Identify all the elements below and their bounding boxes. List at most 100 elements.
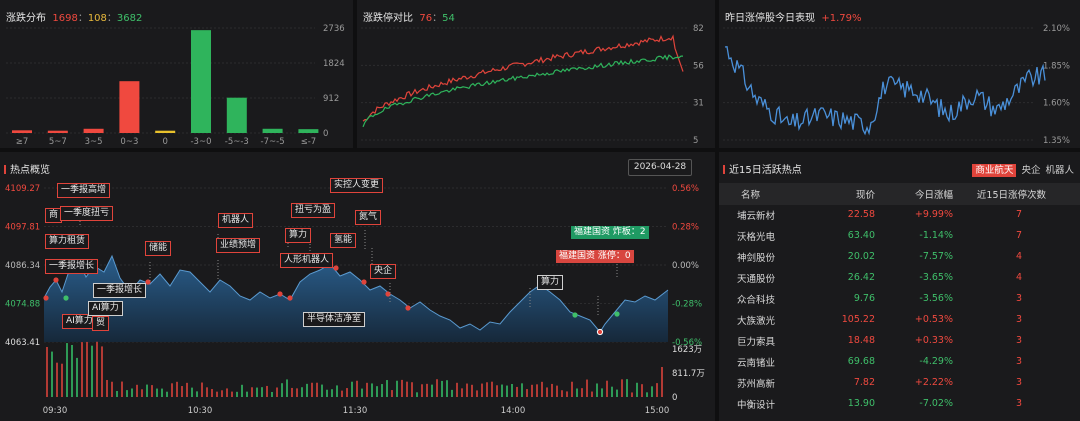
table-row[interactable]: 众合科技 9.76 -3.56% 3 bbox=[719, 288, 1080, 309]
hotspot-tag[interactable]: 一季报增长 bbox=[93, 283, 147, 298]
limit-down-series bbox=[362, 54, 683, 128]
volume-bar bbox=[536, 384, 538, 397]
volume-bar bbox=[601, 388, 603, 397]
hotspot-tag[interactable]: 氮气 bbox=[355, 210, 382, 225]
hotspot-tag[interactable]: 储能 bbox=[145, 241, 172, 256]
y-tick-right: 0.00% bbox=[672, 261, 699, 271]
table-row[interactable]: 苏州高新 7.82 +2.22% 3 bbox=[719, 372, 1080, 393]
table-row[interactable]: 大族激光 105.22 +0.53% 3 bbox=[719, 309, 1080, 330]
table-row[interactable]: 巨力索具 18.48 +0.33% 3 bbox=[719, 330, 1080, 351]
volume-bar bbox=[551, 383, 553, 397]
volume-bar bbox=[351, 381, 353, 397]
volume-bar bbox=[161, 388, 163, 397]
hotspot-tag[interactable]: 算力租赁 bbox=[45, 234, 90, 249]
hotspot-tag[interactable]: 氢能 bbox=[330, 233, 357, 248]
stock-change: -7.57% bbox=[919, 251, 953, 262]
hotspot-tag[interactable]: 机器人 bbox=[218, 213, 254, 228]
hotspot-tag[interactable]: AI算力 bbox=[88, 301, 123, 316]
table-row[interactable]: 中衡设计 13.90 -7.02% 3 bbox=[719, 393, 1080, 414]
active-hotspots-panel: 近15日活跃热点 商业航天 央企 机器人 名称 现价 今日涨幅 近15日涨停次数… bbox=[719, 152, 1080, 421]
volume-bar bbox=[231, 391, 233, 397]
tab-robot[interactable]: 机器人 bbox=[1045, 165, 1074, 176]
table-row[interactable]: 天通股份 26.42 -3.65% 4 bbox=[719, 267, 1080, 288]
x-tick-label: -7~-5 bbox=[261, 137, 285, 147]
tab-central-soe[interactable]: 央企 bbox=[1021, 165, 1041, 176]
volume-bar bbox=[106, 379, 108, 397]
volume-bar bbox=[426, 383, 428, 397]
hotspot-tag[interactable]: 扭亏为盈 bbox=[291, 203, 336, 218]
hotspot-tag[interactable]: 贸 bbox=[92, 316, 110, 331]
volume-bar bbox=[111, 381, 113, 397]
volume-bar bbox=[516, 386, 518, 397]
volume-bar bbox=[176, 381, 178, 397]
volume-bar bbox=[346, 388, 348, 397]
hotspot-tag[interactable]: 业绩预增 bbox=[216, 238, 261, 253]
rise-fall-distribution-panel: 涨跌分布 1698：108：3682 2736 1824 912 0 ≥7 5~7 3~5 0… bbox=[0, 0, 353, 148]
y-tick-label: 31 bbox=[693, 99, 704, 109]
volume-bar bbox=[246, 391, 248, 397]
volume-bar bbox=[496, 385, 498, 397]
volume-bar bbox=[301, 387, 303, 397]
volume-bar bbox=[146, 384, 148, 397]
hotspot-tag[interactable]: 一季度扭亏 bbox=[60, 206, 114, 221]
table-header bbox=[719, 183, 1080, 205]
col-name[interactable]: 名称 bbox=[741, 189, 761, 201]
tab-commercial-space[interactable]: 商业航天 bbox=[972, 164, 1017, 177]
date-picker[interactable]: 2026-04-28 bbox=[628, 159, 692, 176]
hotspot-tag[interactable]: 一季报增长 bbox=[45, 259, 99, 274]
volume-bar bbox=[481, 383, 483, 397]
limit-up-count: 7 bbox=[1015, 230, 1022, 241]
hotspot-tag[interactable]: 人形机器人 bbox=[280, 253, 334, 268]
col-change[interactable]: 今日涨幅 bbox=[914, 189, 953, 201]
stock-price: 69.68 bbox=[847, 356, 875, 367]
col-price[interactable]: 现价 bbox=[855, 189, 875, 201]
volume-bar bbox=[66, 343, 68, 397]
y-tick-label: 1.85% bbox=[1043, 61, 1070, 71]
hotspot-tag[interactable]: 算力 bbox=[285, 228, 312, 243]
limit-up-down-panel: 涨跌停对比 76：54 82 56 31 5 bbox=[357, 0, 715, 148]
fujian-soe-callout[interactable]: 福建国资 炸板：2 bbox=[571, 226, 649, 239]
volume-bar bbox=[586, 379, 588, 397]
volume-bar bbox=[76, 357, 78, 397]
volume-bar bbox=[281, 383, 283, 397]
volume-bar bbox=[236, 391, 238, 397]
table-row[interactable]: 沃格光电 63.40 -1.14% 7 bbox=[719, 225, 1080, 246]
volume-bar bbox=[386, 380, 388, 397]
volume-bar bbox=[326, 389, 328, 397]
col-count[interactable]: 近15日涨停次数 bbox=[976, 189, 1046, 201]
volume-bar bbox=[261, 387, 263, 397]
table-row[interactable]: 云南锗业 69.68 -4.29% 3 bbox=[719, 351, 1080, 372]
volume-bar bbox=[116, 390, 118, 397]
hotspot-tag[interactable]: 半导体洁净室 bbox=[303, 312, 366, 327]
hotspot-tag[interactable]: 算力 bbox=[537, 275, 564, 290]
volume-tick: 0 bbox=[672, 393, 677, 403]
hotspot-tag[interactable]: 央企 bbox=[370, 264, 397, 279]
volume-bar bbox=[101, 346, 103, 397]
hotspot-tag[interactable]: 一季报高增 bbox=[57, 183, 111, 198]
volume-bar bbox=[451, 389, 453, 397]
table-row[interactable]: 神剑股份 20.02 -7.57% 4 bbox=[719, 246, 1080, 267]
stock-change: -3.56% bbox=[919, 293, 953, 304]
volume-bar bbox=[636, 382, 638, 397]
distribution-bar-chart: 2736 1824 912 0 ≥7 5~7 3~5 0~3 0 -3~0 -5~-3 -7~-5 ≤-… bbox=[6, 24, 345, 147]
volume-tick: 811.7万 bbox=[672, 369, 705, 379]
stock-change: +9.99% bbox=[914, 209, 953, 220]
volume-bar bbox=[561, 390, 563, 397]
event-dot bbox=[277, 291, 283, 297]
panel-title: 昨日涨停股今日表现 +1.79% bbox=[725, 13, 862, 24]
bar bbox=[12, 130, 32, 133]
hotspot-tag[interactable]: 实控人变更 bbox=[330, 178, 384, 193]
volume-bar bbox=[46, 347, 48, 397]
stock-name: 众合科技 bbox=[737, 294, 776, 306]
stock-name: 埔云新材 bbox=[737, 210, 776, 222]
performance-line-chart: 2.10% 1.85% 1.60% 1.35% bbox=[723, 24, 1070, 146]
x-tick-label: -3~0 bbox=[190, 137, 211, 147]
x-tick-label: ≤-7 bbox=[301, 137, 317, 147]
y-tick-left: 4097.81 bbox=[5, 223, 40, 233]
x-tick-label: -5~-3 bbox=[225, 137, 249, 147]
stock-price: 9.76 bbox=[853, 293, 875, 304]
table-row[interactable]: 埔云新材 22.58 +9.99% 7 bbox=[719, 204, 1080, 225]
event-dot bbox=[614, 311, 620, 317]
stock-price: 20.02 bbox=[847, 251, 875, 262]
fujian-soe-callout[interactable]: 福建国资 涨停：0 bbox=[556, 250, 634, 263]
